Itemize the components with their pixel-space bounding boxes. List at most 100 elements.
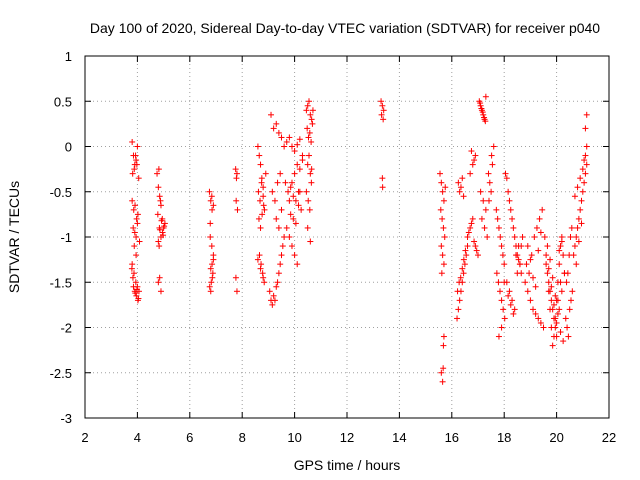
data-point [274,279,281,286]
data-point [278,134,285,141]
data-point [518,270,525,277]
data-point [574,184,581,191]
data-point [440,342,447,349]
data-point [438,179,445,186]
data-point [532,283,539,290]
data-point [283,138,290,145]
axis-ticks [84,55,610,419]
data-point [499,252,506,259]
data-point [467,170,474,177]
data-point [484,234,491,240]
data-point [130,270,137,277]
data-point [465,229,472,236]
data-point [273,283,280,290]
data-point [261,279,268,286]
data-point [380,107,387,114]
data-point [232,274,239,281]
data-point [437,206,444,213]
data-point [500,306,507,313]
data-point [285,188,292,195]
data-point [307,111,314,118]
data-point [543,261,550,268]
data-point [507,206,514,213]
data-point [233,197,240,204]
data-point [565,333,572,340]
y-tick-label: 0.5 [54,94,72,109]
data-point [294,161,301,168]
data-point [281,143,288,150]
data-point [577,175,584,182]
data-point [157,197,164,204]
x-tick-label: 22 [602,430,616,445]
data-point [460,270,467,277]
data-point [268,111,275,118]
data-point [493,270,500,277]
data-point [254,143,261,150]
data-point [522,279,529,286]
data-point [440,261,447,268]
data-point [475,252,481,259]
data-point [260,202,267,209]
data-point [259,211,266,218]
data-point [208,279,215,286]
data-point [556,306,563,313]
data-point [531,234,538,240]
data-point [571,193,578,200]
data-point [129,170,136,177]
data-point [207,197,214,204]
data-point [557,329,564,336]
data-point [270,292,277,299]
data-point [275,129,282,136]
data-point [495,279,502,286]
x-tick-labels: 2 4 6 8 10 12 14 16 18 20 22 [81,430,616,445]
data-point [574,224,581,231]
data-point [540,324,547,331]
data-point [567,234,574,240]
data-point [545,265,552,272]
data-point [155,238,162,245]
data-point [530,274,537,281]
data-point [260,184,267,191]
data-point [306,129,313,136]
data-point [516,261,523,268]
data-point [511,306,518,313]
data-point [566,306,573,313]
data-point [558,238,565,245]
data-point [161,223,168,230]
data-point [511,234,518,240]
data-point [294,261,301,268]
data-point [526,270,533,277]
data-point [262,170,269,177]
data-point [583,143,590,150]
data-point [132,279,139,286]
y-tick-label: -0.5 [50,185,72,200]
data-point [233,288,240,295]
data-point [233,170,240,177]
data-point [573,261,580,268]
data-point [459,175,466,182]
data-point [501,261,508,268]
data-point [157,288,164,295]
data-point [544,270,551,277]
data-point [560,338,567,345]
data-point [554,310,561,317]
data-point [270,125,277,132]
data-point [286,197,293,204]
data-point [257,197,264,204]
data-point [527,256,534,263]
data-point [282,179,289,186]
data-point [209,261,216,268]
data-point [261,206,268,213]
y-tick-label: 1 [65,49,72,64]
data-point [304,125,311,132]
data-point [556,261,563,268]
data-point [486,179,493,186]
data-point [234,206,241,213]
data-point [583,111,590,118]
data-point [305,197,312,204]
data-point [155,279,162,286]
data-point [291,170,298,177]
data-point [156,193,163,200]
data-point [271,297,278,304]
data-point [524,288,531,295]
